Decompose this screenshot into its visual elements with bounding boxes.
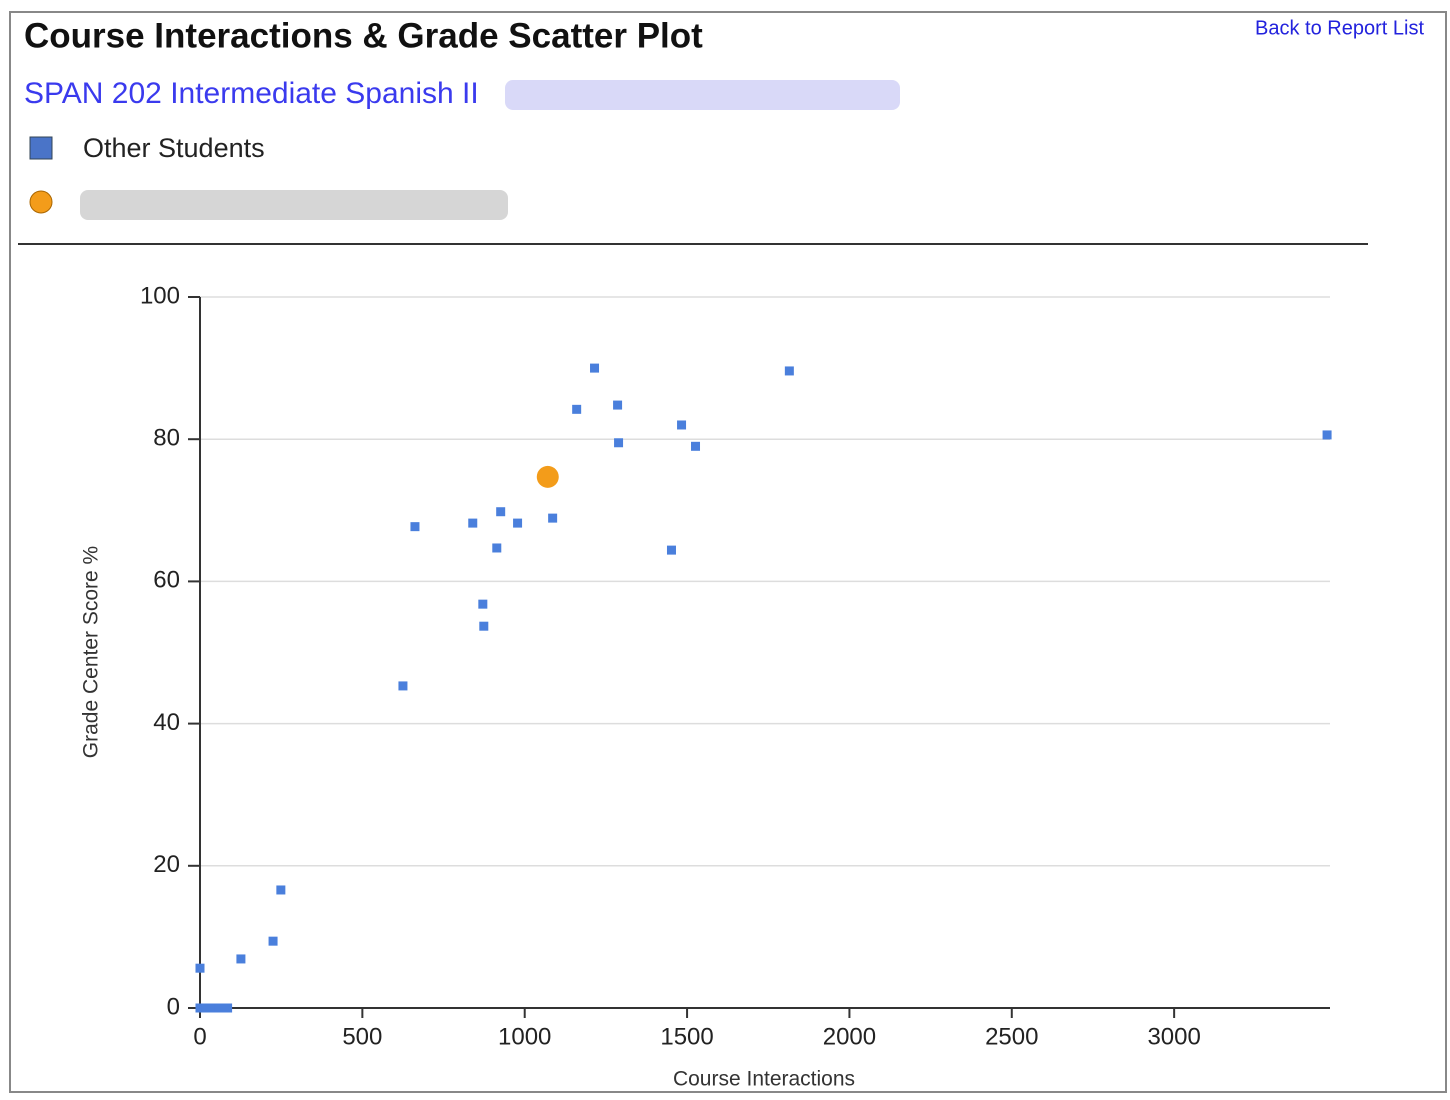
frame <box>9 11 1447 1093</box>
course-name: SPAN 202 Intermediate Spanish II <box>24 77 479 110</box>
data-point <box>195 1003 205 1013</box>
data-point <box>223 1003 233 1013</box>
y-tick-label: 0 <box>167 993 180 1020</box>
data-point <box>195 963 205 973</box>
legend-label: Other Students <box>83 133 265 163</box>
data-point <box>236 954 246 964</box>
y-axis-label: Grade Center Score % <box>80 546 103 758</box>
blurred-text <box>80 190 508 220</box>
data-point <box>1322 430 1332 440</box>
data-point <box>410 522 420 532</box>
data-point <box>214 1003 224 1013</box>
x-axis-label: Course Interactions <box>673 1068 855 1091</box>
data-point <box>201 1003 211 1013</box>
x-tick-label: 500 <box>342 1023 382 1050</box>
y-tick-label: 20 <box>153 851 180 878</box>
data-point <box>208 1003 218 1013</box>
data-point <box>691 441 701 451</box>
y-tick-label: 80 <box>153 425 180 452</box>
data-point <box>276 885 286 895</box>
data-point <box>536 465 559 488</box>
legend-swatch <box>29 136 53 160</box>
data-point <box>468 518 478 528</box>
x-tick-label: 3000 <box>1147 1023 1200 1050</box>
x-tick-label: 1500 <box>660 1023 713 1050</box>
data-point <box>784 366 794 376</box>
x-tick-label: 2500 <box>985 1023 1038 1050</box>
x-tick-label: 1000 <box>498 1023 551 1050</box>
data-point <box>492 543 502 553</box>
data-point <box>614 438 624 448</box>
data-point <box>590 363 600 373</box>
x-tick-label: 0 <box>193 1023 206 1050</box>
data-point <box>398 681 408 691</box>
page-title: Course Interactions & Grade Scatter Plot <box>24 16 703 55</box>
data-point <box>478 599 488 609</box>
data-point <box>666 545 676 555</box>
blurred-text <box>505 80 900 110</box>
data-point <box>677 420 687 430</box>
data-point <box>613 400 623 410</box>
x-tick-label: 2000 <box>823 1023 876 1050</box>
y-tick-label: 100 <box>140 282 180 309</box>
data-point <box>513 518 523 528</box>
data-point <box>548 513 558 523</box>
data-point <box>479 621 489 631</box>
data-point <box>572 404 582 414</box>
y-tick-label: 40 <box>153 709 180 736</box>
legend-swatch <box>29 190 53 214</box>
back-link[interactable]: Back to Report List <box>1255 17 1424 39</box>
data-point <box>496 507 506 517</box>
data-point <box>268 936 278 946</box>
y-tick-label: 60 <box>153 567 180 594</box>
